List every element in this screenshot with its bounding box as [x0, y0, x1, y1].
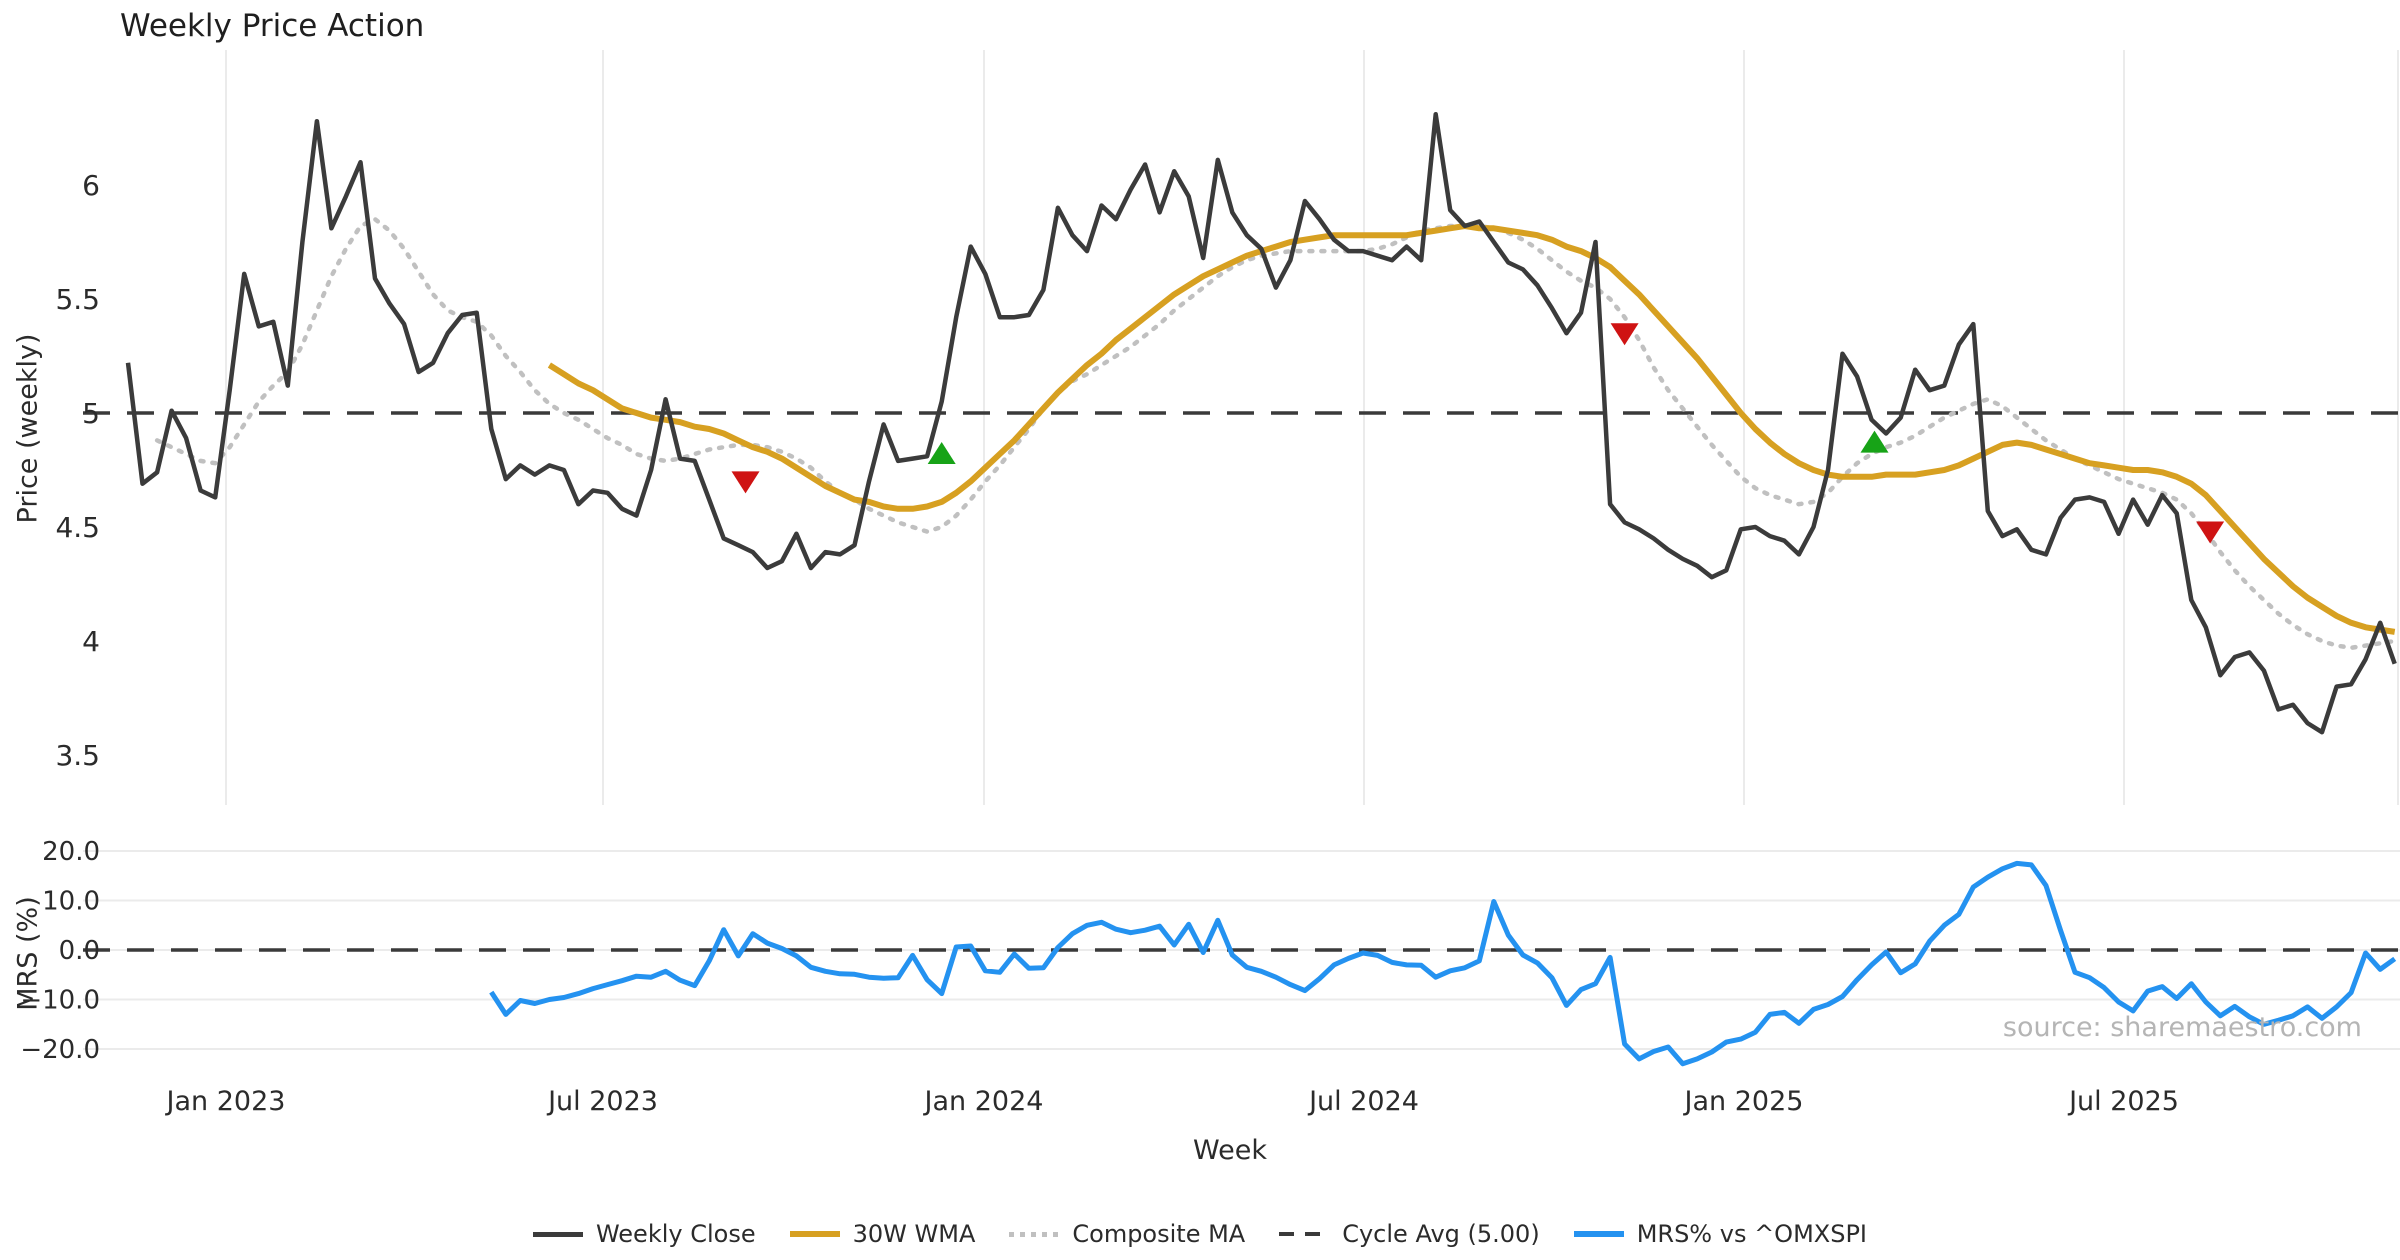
weekly-close-line — [125, 112, 2397, 735]
composite-dotted-swatch-icon — [1009, 1231, 1060, 1237]
composite-ma-line — [154, 216, 2397, 651]
x-tick-label: Jan 2024 — [923, 1086, 1044, 1117]
x-tick-label: Jul 2024 — [1307, 1086, 1419, 1117]
price-tick-label: 4 — [82, 625, 100, 658]
sell-signal-icon — [2196, 521, 2225, 544]
cycle-avg-dashed-swatch-icon — [1279, 1232, 1330, 1236]
mrs-line — [489, 860, 2397, 1067]
x-axis-label: Week — [1193, 1135, 1267, 1166]
mrs-line-swatch-icon — [1573, 1231, 1624, 1237]
x-tick-label: Jul 2025 — [2067, 1086, 2179, 1117]
legend-item-composite-ma: Composite MA — [1009, 1220, 1245, 1248]
weekly-close-line-swatch-icon — [532, 1231, 583, 1237]
x-tick-label: Jul 2023 — [546, 1086, 658, 1117]
legend-item-wma30: 30W WMA — [789, 1220, 976, 1248]
price-tick-label: 6 — [82, 169, 100, 202]
legend-label: MRS% vs ^OMXSPI — [1636, 1220, 1868, 1248]
mrs-tick-label: 10.0 — [42, 887, 100, 917]
price-tick-label: 3.5 — [55, 739, 100, 772]
legend-label: Weekly Close — [595, 1220, 756, 1248]
mrs-axis-label: MRS (%) — [12, 896, 44, 1011]
sell-signal-icon — [1610, 323, 1639, 346]
legend-label: Cycle Avg (5.00) — [1342, 1220, 1540, 1248]
mrs-tick-label: 0.0 — [59, 936, 100, 966]
legend: Weekly Close 30W WMA Composite MA Cycle … — [0, 1220, 2400, 1248]
price-tick-label: 5.5 — [55, 283, 100, 316]
price-tick-label: 4.5 — [55, 511, 100, 544]
legend-item-weekly-close: Weekly Close — [532, 1220, 756, 1248]
x-tick-label: Jan 2023 — [165, 1086, 286, 1117]
buy-signal-icon — [1860, 430, 1889, 453]
mrs-tick-label: −10.0 — [20, 986, 100, 1016]
price-tick-label: 5 — [82, 397, 100, 430]
mrs-tick-label: −20.0 — [20, 1035, 100, 1065]
x-tick-label: Jan 2025 — [1683, 1086, 1804, 1117]
legend-item-cycle-avg: Cycle Avg (5.00) — [1279, 1220, 1540, 1248]
chart-title: Weekly Price Action — [120, 8, 425, 44]
legend-label: Composite MA — [1072, 1220, 1246, 1248]
buy-signal-icon — [927, 442, 956, 465]
wma30-line — [547, 223, 2396, 635]
wma-line-swatch-icon — [789, 1231, 840, 1237]
sell-signal-icon — [731, 471, 760, 494]
mrs-tick-label: 20.0 — [42, 837, 100, 867]
watermark: source: sharemaestro.com — [2002, 1012, 2362, 1043]
legend-item-mrs: MRS% vs ^OMXSPI — [1573, 1220, 1868, 1248]
legend-label: 30W WMA — [852, 1220, 976, 1248]
price-axis-label: Price (weekly) — [12, 333, 44, 524]
